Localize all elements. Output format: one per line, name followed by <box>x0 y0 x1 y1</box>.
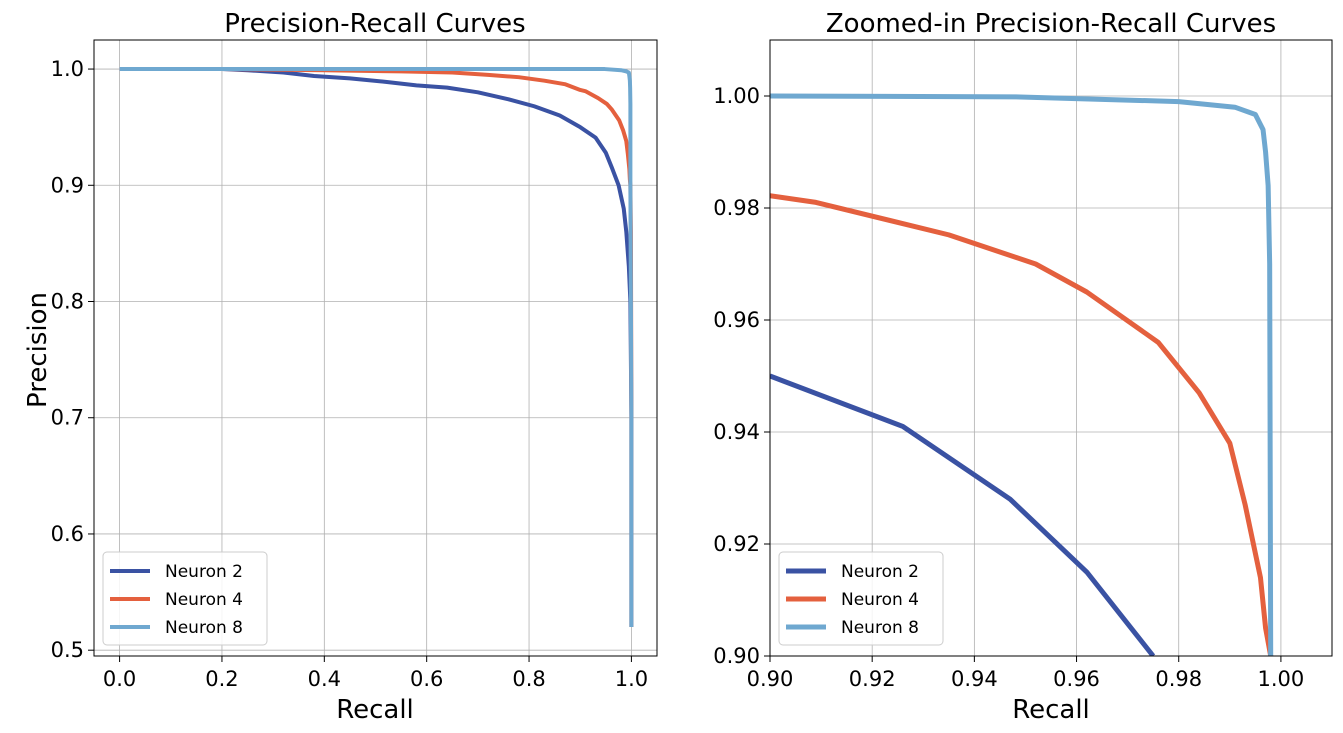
right-legend-label-neuron-2: Neuron 2 <box>841 562 919 582</box>
right-chart-title: Zoomed-in Precision-Recall Curves <box>826 9 1276 39</box>
left-y-tick-label: 0.7 <box>51 406 84 430</box>
right-plot-frame <box>769 39 1333 657</box>
right-x-tick-label: 0.90 <box>747 667 794 691</box>
right-legend-box <box>778 551 944 646</box>
left-y-tick-label: 1.0 <box>51 57 84 81</box>
right-series-line-neuron-4 <box>770 193 1274 656</box>
right-x-tick-label: 1.00 <box>1258 667 1305 691</box>
right-y-tick-label: 0.92 <box>713 532 760 556</box>
right-x-ticks: 0.90 0.92 0.94 0.96 0.98 1.00 <box>747 656 1305 691</box>
right-y-tick-label: 0.94 <box>713 420 760 444</box>
right-y-tick-label: 1.00 <box>713 84 760 108</box>
left-chart-title: Precision-Recall Curves <box>224 9 525 39</box>
left-x-tick-label: 0.4 <box>308 667 341 691</box>
right-x-tick-label: 0.96 <box>1053 667 1100 691</box>
left-x-tick-label: 0.2 <box>205 667 238 691</box>
left-legend-label-neuron-4: Neuron 4 <box>165 590 243 610</box>
right-y-tick-label: 0.98 <box>713 196 760 220</box>
right-y-ticks: 0.90 0.92 0.94 0.96 0.98 1.00 <box>713 84 770 668</box>
right-series-line-neuron-2 <box>770 373 1156 656</box>
left-x-ticks: 0.0 0.2 0.4 0.6 0.8 1.0 <box>103 656 648 691</box>
left-series-line-neuron-8 <box>119 67 634 627</box>
left-legend: Neuron 2 Neuron 4 Neuron 8 <box>102 551 268 646</box>
left-y-tick-label: 0.9 <box>51 173 84 197</box>
left-x-tick-label: 0.0 <box>103 667 136 691</box>
right-x-tick-label: 0.94 <box>951 667 998 691</box>
right-series-line-neuron-8 <box>770 93 1274 656</box>
left-x-tick-label: 1.0 <box>615 667 648 691</box>
left-x-tick-label: 0.8 <box>512 667 545 691</box>
left-x-tick-label: 0.6 <box>410 667 443 691</box>
left-series-lines <box>119 67 634 627</box>
left-series-line-neuron-2 <box>119 67 634 627</box>
left-y-ticks: 0.5 0.6 0.7 0.8 0.9 1.0 <box>51 57 94 662</box>
right-y-tick-label: 0.90 <box>713 644 760 668</box>
left-y-tick-label: 0.5 <box>51 638 84 662</box>
left-plot-frame <box>93 39 658 657</box>
left-panel: Precision-Recall Curves 0.0 0.2 0.4 0.6 0.8 1… <box>23 9 658 725</box>
left-y-tick-label: 0.8 <box>51 290 84 314</box>
left-x-axis-label: Recall <box>336 695 414 725</box>
left-y-axis-label: Precision <box>23 292 53 408</box>
left-legend-label-neuron-2: Neuron 2 <box>165 562 243 582</box>
right-series-lines <box>770 93 1274 656</box>
left-legend-box <box>102 551 268 646</box>
right-y-tick-label: 0.96 <box>713 308 760 332</box>
right-x-tick-label: 0.98 <box>1155 667 1202 691</box>
right-panel: Zoomed-in Precision-Recall Curves 0.90 0.… <box>713 9 1333 725</box>
right-legend-label-neuron-8: Neuron 8 <box>841 618 919 638</box>
right-legend: Neuron 2 Neuron 4 Neuron 8 <box>778 551 944 646</box>
right-legend-label-neuron-4: Neuron 4 <box>841 590 919 610</box>
left-y-tick-label: 0.6 <box>51 522 84 546</box>
right-x-axis-label: Recall <box>1012 695 1090 725</box>
right-x-tick-label: 0.92 <box>849 667 896 691</box>
left-legend-label-neuron-8: Neuron 8 <box>165 618 243 638</box>
